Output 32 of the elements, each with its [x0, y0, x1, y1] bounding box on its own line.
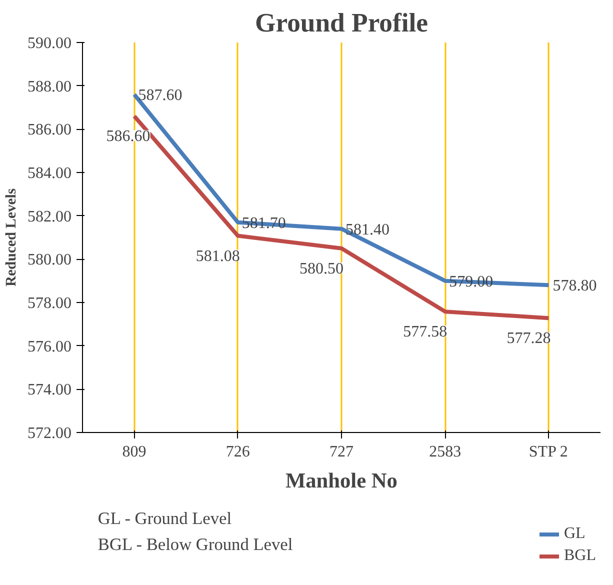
chart-title: Ground Profile — [254, 8, 428, 38]
x-tick-label: 727 — [330, 444, 354, 460]
y-tick-label: 586.00 — [28, 122, 72, 139]
data-label: 577.58 — [403, 324, 448, 341]
data-label: 580.50 — [300, 260, 344, 278]
y-tick-label: 578.00 — [28, 295, 72, 312]
y-tick-label: 574.00 — [28, 382, 72, 399]
x-tick-label: STP 2 — [528, 444, 568, 460]
data-label: 581.08 — [196, 248, 240, 265]
data-label: 577.28 — [506, 330, 551, 348]
x-axis-title: Manhole No — [286, 468, 398, 492]
y-tick-label: 584.00 — [28, 165, 72, 182]
y-tick-label: 576.00 — [28, 338, 72, 356]
data-label: 581.40 — [346, 221, 390, 238]
y-tick-label: 590.00 — [28, 35, 72, 52]
y-axis-title: Reduced Levels — [4, 188, 20, 287]
x-tick-label: 726 — [226, 444, 250, 460]
y-tick-label: 580.00 — [28, 252, 72, 269]
x-tick-label: 2583 — [429, 444, 462, 460]
x-tick-label: 809 — [122, 444, 146, 460]
legend-label: GL — [564, 525, 586, 543]
text: GL - Ground Level — [98, 509, 232, 528]
data-label: 579.00 — [449, 273, 494, 290]
text: BGL - Below Ground Level — [98, 535, 293, 554]
legend-label: BGL — [564, 547, 596, 565]
data-label: 578.80 — [552, 278, 597, 295]
y-tick-label: 582.00 — [28, 208, 72, 226]
data-label: 581.70 — [242, 214, 286, 232]
data-label: 586.60 — [106, 128, 150, 146]
data-label: 587.60 — [138, 87, 182, 104]
y-tick-label: 588.00 — [28, 78, 72, 96]
y-tick-label: 572.00 — [28, 425, 72, 442]
